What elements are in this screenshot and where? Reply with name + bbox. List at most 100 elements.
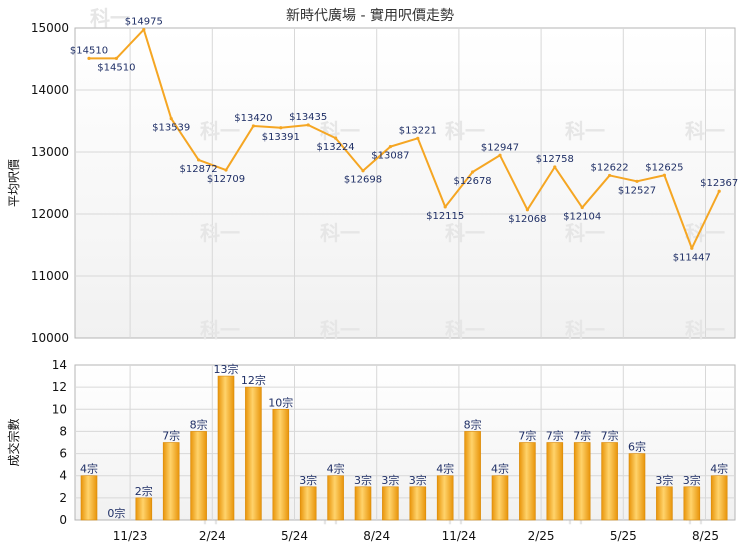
price-point <box>279 126 283 130</box>
watermark: 科一 <box>320 221 360 245</box>
price-point <box>416 136 420 140</box>
price-data-label: $13224 <box>317 142 355 153</box>
x-tick-label: 5/25 <box>610 529 637 543</box>
top-plot-area <box>74 27 736 339</box>
chart-title: 新時代廣場 - 實用呎價走勢 <box>286 7 454 24</box>
price-data-label: $12068 <box>508 214 546 225</box>
watermark: 科一 <box>320 119 360 143</box>
price-data-label: $14510 <box>70 45 108 56</box>
deal-count-bar <box>409 486 427 521</box>
deal-count-label: 2宗 <box>135 484 153 498</box>
price-data-label: $12872 <box>180 164 218 175</box>
price-data-label: $12947 <box>481 142 519 153</box>
price-point <box>525 208 530 212</box>
deal-count-label: 7宗 <box>518 429 536 443</box>
deal-count-label: 3宗 <box>655 473 673 487</box>
price-data-label: $12115 <box>426 211 464 222</box>
price-point <box>169 116 173 121</box>
price-point <box>87 56 91 60</box>
price-series-line <box>89 28 721 250</box>
deal-count-label: 3宗 <box>381 473 399 487</box>
price-point <box>662 173 667 177</box>
top-y-tick-label: 14000 <box>31 83 69 97</box>
deal-count-label: 7宗 <box>601 429 619 443</box>
deal-count-label: 6宗 <box>628 440 646 454</box>
price-point <box>608 173 612 178</box>
price-data-label: $14510 <box>97 62 135 73</box>
deal-count-bar <box>135 497 153 521</box>
watermark: 科一 <box>685 318 725 342</box>
price-data-label: $13391 <box>262 132 300 143</box>
bottom-y-tick-label: 6 <box>59 447 67 461</box>
price-point <box>443 205 447 209</box>
watermark: 科一 <box>685 221 725 245</box>
deal-count-bar <box>519 442 536 521</box>
deal-count-bar <box>354 486 372 521</box>
x-tick-label: 5/24 <box>281 529 308 543</box>
deal-count-bar <box>217 375 235 521</box>
deal-count-bar <box>299 486 317 521</box>
price-point <box>306 123 310 127</box>
price-data-label: $12622 <box>591 162 629 173</box>
price-point <box>224 168 228 172</box>
deal-count-bar <box>601 442 618 521</box>
top-y-tick-label: 15000 <box>31 21 69 35</box>
top-y-tick-label: 11000 <box>31 269 69 283</box>
price-point <box>197 158 201 162</box>
bottom-plot-area <box>74 364 736 521</box>
x-tick-label: 8/24 <box>363 529 390 543</box>
watermark: 科一 <box>200 221 240 245</box>
watermark: 科一 <box>565 119 605 143</box>
deal-count-label: 12宗 <box>241 373 266 387</box>
price-point <box>388 145 392 149</box>
watermark: 科一 <box>445 318 485 342</box>
price-point <box>114 56 118 60</box>
price-point <box>553 165 557 169</box>
price-point <box>690 246 694 250</box>
watermark: 科一 <box>685 119 725 143</box>
price-point <box>142 27 146 32</box>
deal-count-bar <box>272 408 290 521</box>
deal-count-label: 4宗 <box>327 462 345 476</box>
price-data-label: $11447 <box>673 252 711 263</box>
deal-count-bar <box>710 475 728 521</box>
price-point <box>717 189 721 193</box>
deal-count-bar <box>656 486 673 521</box>
x-tick-label: 11/24 <box>442 529 477 543</box>
price-data-label: $13435 <box>289 112 327 123</box>
bottom-y-tick-label: 10 <box>52 402 67 416</box>
bottom-y-tick-label: 0 <box>59 513 67 527</box>
deal-count-bar <box>628 453 646 521</box>
deal-count-bar <box>162 442 180 521</box>
deal-count-bar <box>491 475 509 521</box>
bottom-y-tick-label: 8 <box>59 424 67 438</box>
x-tick-label: 2/24 <box>199 529 226 543</box>
top-y-tick-label: 10000 <box>31 331 69 345</box>
deal-count-label: 3宗 <box>299 473 317 487</box>
deal-count-label: 4宗 <box>491 462 509 476</box>
watermark: 科一 <box>320 318 360 342</box>
price-data-label: $13420 <box>234 113 272 124</box>
top-y-axis-label: 平均呎價 <box>7 159 21 207</box>
price-point <box>251 124 255 128</box>
deal-count-label: 8宗 <box>464 417 482 431</box>
watermark: 科一 <box>445 119 485 143</box>
deal-count-label: 3宗 <box>409 473 427 487</box>
price-data-label: $12678 <box>454 176 492 187</box>
price-data-label: $12367 <box>700 178 738 189</box>
deal-count-label: 0宗 <box>107 506 125 520</box>
deal-count-bar <box>190 431 207 521</box>
price-data-label: $12104 <box>563 212 601 223</box>
top-y-tick-label: 13000 <box>31 145 69 159</box>
deal-count-bar <box>546 442 564 521</box>
x-tick-label: 2/25 <box>528 529 555 543</box>
price-data-label: $14975 <box>125 17 163 28</box>
watermark: 科一 <box>445 221 485 245</box>
deal-count-label: 7宗 <box>162 429 180 443</box>
price-data-label: $13539 <box>152 123 190 134</box>
price-data-label: $13087 <box>371 151 409 162</box>
top-y-tick-label: 12000 <box>31 207 69 221</box>
price-data-label: $12625 <box>645 162 683 173</box>
